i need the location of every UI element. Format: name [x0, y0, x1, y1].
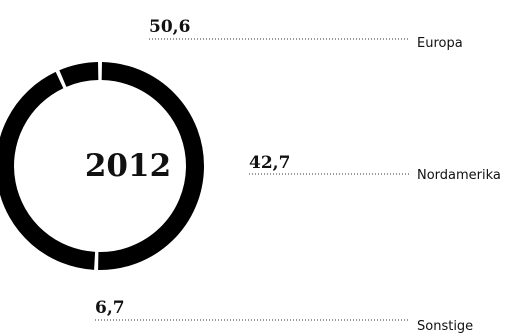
- category-label-sonstige: Sonstige: [417, 319, 473, 333]
- donut-slices: [0, 62, 205, 270]
- slice-annotations: 50,6 Europa 42,7 Nordamerika 6,7 Sonstig…: [95, 17, 501, 333]
- donut-slice-nordamerika: [0, 71, 96, 270]
- center-year-label: 2012: [85, 148, 171, 184]
- donut-slice-europa: [98, 62, 205, 270]
- value-label-europa: 50,6: [149, 17, 190, 37]
- donut-slice-sonstige: [59, 62, 99, 87]
- category-label-europa: Europa: [417, 36, 463, 51]
- value-label-nordamerika: 42,7: [249, 153, 290, 173]
- category-label-nordamerika: Nordamerika: [417, 168, 501, 183]
- value-label-sonstige: 6,7: [95, 298, 125, 318]
